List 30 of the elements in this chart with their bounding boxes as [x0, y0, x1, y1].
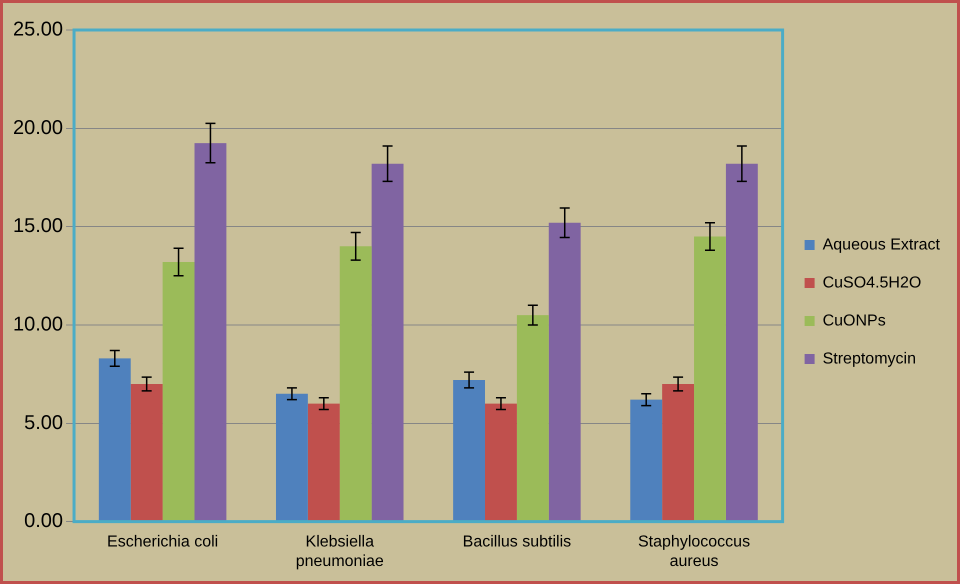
- bar: [98, 358, 131, 522]
- bar: [630, 400, 662, 522]
- bar: [485, 404, 517, 522]
- x-tick-label: Klebsiella pneumoniae: [296, 534, 384, 570]
- bar: [372, 164, 404, 522]
- legend-label: Aqueous Extract: [822, 236, 941, 254]
- x-tick-label: Staphylococcus aureus: [638, 534, 750, 570]
- legend-label: CuSO4.5H2O: [822, 274, 922, 292]
- bar: [453, 380, 486, 522]
- y-tick-label: 15.00: [12, 215, 64, 238]
- legend-label: Streptomycin: [822, 350, 916, 368]
- y-tick-label: 5.00: [24, 412, 64, 434]
- bar: [194, 143, 226, 522]
- bar: [548, 222, 581, 522]
- x-tick-label: Escherichia coli: [107, 534, 218, 551]
- bar: [694, 236, 726, 522]
- bar: [130, 384, 163, 522]
- x-tick-label: Bacillus subtilis: [462, 534, 572, 551]
- y-tick-label: 20.00: [12, 116, 64, 139]
- bar: [340, 246, 372, 522]
- bar: [162, 262, 195, 522]
- legend-label: CuONPs: [822, 312, 886, 330]
- bar: [276, 394, 308, 522]
- bar: [308, 404, 340, 522]
- bar: [662, 384, 694, 522]
- y-tick-label: 0.00: [24, 510, 64, 532]
- bar: [516, 315, 549, 522]
- bar: [726, 164, 758, 522]
- y-tick-label: 25.00: [12, 18, 64, 41]
- y-tick-label: 10.00: [12, 313, 64, 336]
